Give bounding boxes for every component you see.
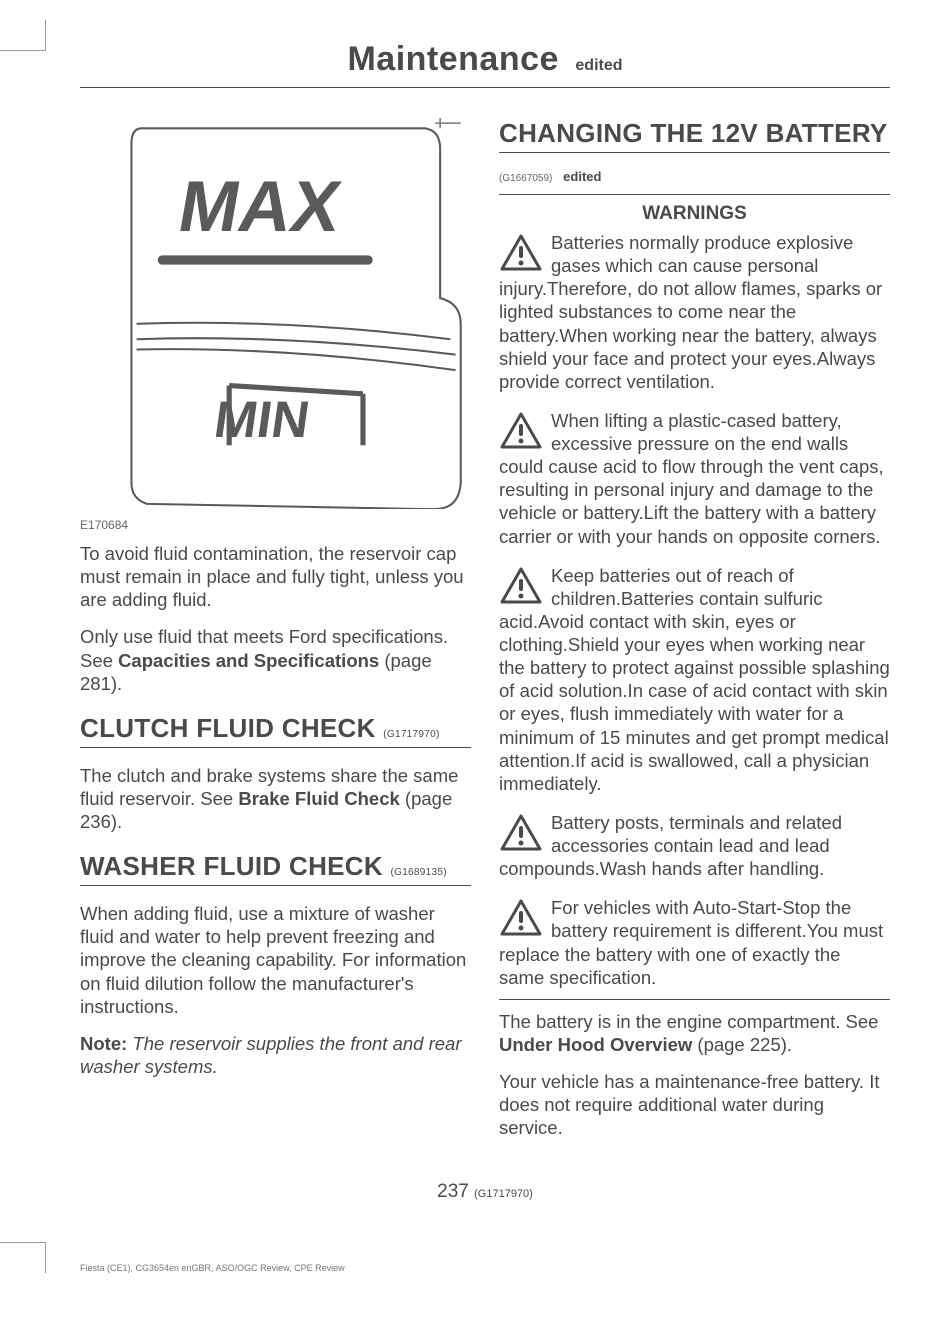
washer-heading: WASHER FLUID CHECK (G1689135) (80, 851, 471, 886)
use-fluid-text: Only use fluid that meets Ford specifica… (80, 625, 471, 694)
page-number-value: 237 (437, 1181, 469, 1202)
warning-text: For vehicles with Auto-Start-Stop the ba… (499, 896, 890, 989)
warning-icon (499, 233, 543, 273)
warning-icon (499, 411, 543, 451)
figure-code: E170684 (80, 518, 471, 532)
warning-block: Batteries normally produce explosive gas… (499, 231, 890, 399)
warning-block: Keep batteries out of reach of children.… (499, 564, 890, 801)
battery-code: (G1667059) (499, 173, 552, 184)
page-header: Maintenance edited (80, 40, 890, 88)
warning-block: Battery posts, terminals and related acc… (499, 811, 890, 886)
clutch-text: The clutch and brake systems share the s… (80, 764, 471, 833)
warning-text: Keep batteries out of reach of children.… (499, 564, 890, 795)
washer-note: Note: The reservoir supplies the front a… (80, 1032, 471, 1078)
header-title: Maintenance (347, 40, 558, 78)
warnings-title: WARNINGS (499, 194, 890, 225)
washer-note-text: The reservoir supplies the front and rea… (80, 1033, 461, 1077)
svg-text:MAX: MAX (173, 167, 347, 247)
warning-block: When lifting a plastic-cased battery, ex… (499, 409, 890, 554)
warning-text: Battery posts, terminals and related acc… (499, 811, 890, 880)
battery-edited: edited (563, 169, 601, 184)
header-subtitle: edited (575, 57, 622, 74)
clutch-heading-code: (G1717970) (383, 729, 439, 740)
washer-heading-text: WASHER FLUID CHECK (80, 851, 383, 881)
capacities-link[interactable]: Capacities and Specifications (118, 650, 379, 671)
battery-location: The battery is in the engine compartment… (499, 1010, 890, 1056)
maint-free-text: Your vehicle has a maintenance-free batt… (499, 1070, 890, 1139)
washer-text: When adding fluid, use a mixture of wash… (80, 902, 471, 1018)
under-hood-link[interactable]: Under Hood Overview (499, 1034, 692, 1055)
reservoir-text: To avoid fluid contamination, the reserv… (80, 542, 471, 611)
reservoir-figure: MAX MIN (80, 118, 471, 514)
washer-heading-code: (G1689135) (390, 867, 446, 878)
crop-mark-bottom (0, 1242, 46, 1273)
warning-text: Batteries normally produce explosive gas… (499, 231, 890, 393)
battery-heading: CHANGING THE 12V BATTERY (499, 118, 890, 153)
battery-code-row: (G1667059) edited (499, 169, 890, 184)
battery-location-post: (page 225). (692, 1034, 792, 1055)
svg-text:MIN: MIN (211, 390, 313, 448)
left-column: MAX MIN E170684 To avoid fluid contamina… (80, 118, 471, 1153)
right-column: CHANGING THE 12V BATTERY (G1667059) edit… (499, 118, 890, 1153)
warning-icon (499, 566, 543, 606)
warning-icon (499, 898, 543, 938)
reservoir-svg: MAX MIN (80, 118, 471, 509)
page-number-code: (G1717970) (474, 1188, 533, 1200)
page-number: 237 (G1717970) (80, 1181, 890, 1203)
battery-location-pre: The battery is in the engine compartment… (499, 1011, 878, 1032)
clutch-heading: CLUTCH FLUID CHECK (G1717970) (80, 713, 471, 748)
warning-icon (499, 813, 543, 853)
footer-imprint: Fiesta (CE1), CG3654en enGBR, ASO/OGC Re… (80, 1263, 890, 1273)
warning-text: When lifting a plastic-cased battery, ex… (499, 409, 890, 548)
clutch-heading-text: CLUTCH FLUID CHECK (80, 713, 376, 743)
warning-block: For vehicles with Auto-Start-Stop the ba… (499, 896, 890, 1000)
washer-note-label: Note: (80, 1033, 127, 1054)
crop-mark-top (0, 20, 46, 51)
brake-fluid-link[interactable]: Brake Fluid Check (238, 788, 399, 809)
